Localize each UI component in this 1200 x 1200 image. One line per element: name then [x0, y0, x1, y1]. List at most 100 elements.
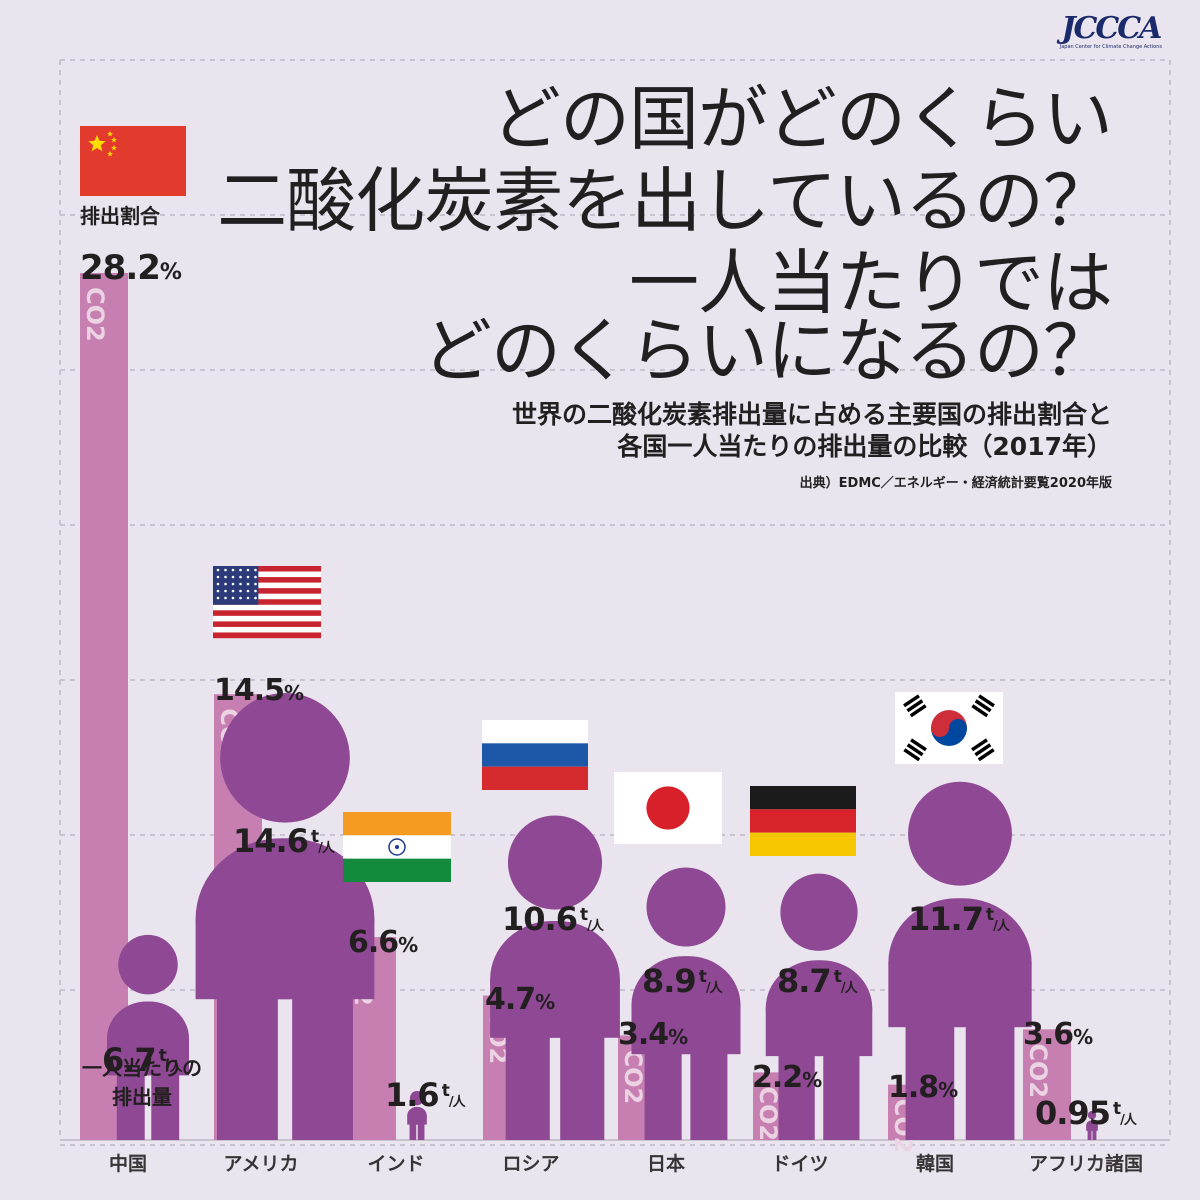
per-capita-value-label: 8.9 t/人: [642, 962, 724, 1000]
category-label: 日本: [647, 1152, 685, 1175]
flag-star: [216, 596, 220, 600]
usa-flag: [213, 566, 321, 639]
flag-star: [246, 575, 250, 579]
person-head: [220, 693, 350, 823]
flag-trigram-bar: [971, 704, 989, 718]
flag-field: [80, 126, 186, 196]
person-leg-right: [417, 1123, 425, 1140]
person-leg-left: [905, 1026, 955, 1140]
flag-star: [224, 589, 227, 593]
flag-star: [239, 575, 242, 579]
person-figure: [106, 934, 190, 1140]
share-value: 3.6: [1023, 1017, 1073, 1052]
person-leg-right: [690, 1053, 728, 1140]
share-value: 2.2: [752, 1060, 802, 1095]
per-capita-figures: [106, 693, 1098, 1140]
per-capita-legend-line2: 排出量: [112, 1085, 172, 1109]
person-figure: [765, 873, 873, 1140]
country-flags: [80, 126, 1003, 882]
share-value-label: 14.5%: [214, 673, 304, 708]
share-value: 1.8: [888, 1070, 938, 1105]
share-value: 6.6: [348, 925, 398, 960]
person-head: [409, 1091, 425, 1106]
flag-trigram-bar: [971, 738, 988, 752]
flag-star: [254, 596, 257, 600]
person-torso: [888, 962, 1032, 1028]
person-leg-right: [151, 1074, 180, 1140]
flag-stripe: [213, 582, 321, 589]
person-figure: [490, 815, 620, 1140]
flag-star: [88, 135, 106, 152]
russia-flag: [482, 720, 588, 790]
flag-stripe: [213, 588, 321, 594]
person-figure: [1086, 1110, 1098, 1140]
per-capita-unit-person: /人: [706, 980, 724, 996]
share-unit: %: [668, 1025, 688, 1049]
person-head: [118, 934, 178, 995]
share-unit: %: [802, 1068, 822, 1092]
bar-co2-label: CO2: [619, 1049, 647, 1104]
flag-star: [239, 596, 242, 600]
category-label: インド: [367, 1153, 424, 1175]
flag-star: [224, 568, 227, 572]
flag-star: [231, 589, 235, 593]
flag-band: [343, 812, 451, 836]
flag-stripe: [213, 632, 321, 639]
flag-trigram-bar: [909, 704, 927, 718]
person-head: [780, 873, 858, 951]
person-leg-right: [965, 1026, 1015, 1140]
flag-band: [482, 743, 588, 767]
flag-trigram-bar: [903, 748, 921, 762]
flag-band: [343, 858, 451, 882]
flag-star: [216, 575, 220, 579]
flag-band: [482, 766, 588, 790]
flag-star: [254, 568, 257, 572]
flag-stripe: [213, 577, 321, 583]
per-capita-value-label: 6.7 t/人: [102, 1041, 184, 1079]
flag-stripe: [213, 604, 321, 611]
category-label: ドイツ: [771, 1153, 828, 1175]
category-labels: 中国 アメリカ インド ロシア 日本 ドイツ 韓国 アフリカ諸国: [109, 1152, 1143, 1175]
person-torso: [407, 1115, 427, 1125]
flag-star: [231, 575, 235, 579]
per-capita-unit-person: /人: [841, 980, 859, 996]
per-capita-unit-ton: t: [834, 967, 842, 987]
category-label: アメリカ: [223, 1153, 298, 1175]
title-line-2: 二酸化炭素を出しているの？: [217, 160, 1113, 242]
category-label: 韓国: [916, 1152, 954, 1175]
flag-star: [246, 596, 250, 600]
india-flag: [343, 812, 451, 882]
per-capita-value-label: 0.95 t/人: [1035, 1094, 1138, 1132]
flag-stripe: [213, 566, 321, 572]
category-label: アフリカ諸国: [1029, 1152, 1143, 1175]
per-capita-value-label: 14.6 t/人: [233, 822, 336, 860]
flag-sun: [646, 786, 690, 830]
per-capita-value-label: 1.6 t/人: [385, 1076, 467, 1114]
flag-trigram-bar: [910, 738, 927, 752]
share-value: 3.4: [618, 1017, 668, 1052]
flag-stripe: [213, 610, 321, 617]
flag-star: [111, 137, 117, 143]
share-unit: %: [284, 681, 304, 705]
share-legend-label: 排出割合: [80, 204, 161, 228]
per-capita-value: 11.7: [908, 900, 983, 938]
share-unit: %: [1073, 1025, 1093, 1049]
share-unit: %: [535, 990, 555, 1014]
flag-stripe: [213, 571, 321, 578]
per-capita-unit-ton: t: [442, 1081, 450, 1101]
per-capita-unit-person: /人: [993, 918, 1011, 934]
person-head: [1087, 1110, 1097, 1120]
jccca-logo: JCCCA Japan Center for Climate Change Ac…: [1060, 14, 1163, 51]
flag-band: [750, 832, 856, 856]
title-line-3: 一人当たりでは: [629, 242, 1113, 324]
flag-trigram: [971, 694, 995, 718]
flag-trigram-bar: [974, 743, 992, 757]
flag-star: [107, 131, 113, 137]
person-leg-right: [292, 998, 353, 1140]
per-capita-unit-ton: t: [580, 905, 588, 925]
per-capita-value: 0.95: [1035, 1094, 1110, 1132]
flag-canton: [213, 566, 259, 605]
person-torso: [106, 1038, 190, 1076]
flag-trigram-bar: [978, 694, 995, 708]
person-figure: [631, 867, 741, 1140]
